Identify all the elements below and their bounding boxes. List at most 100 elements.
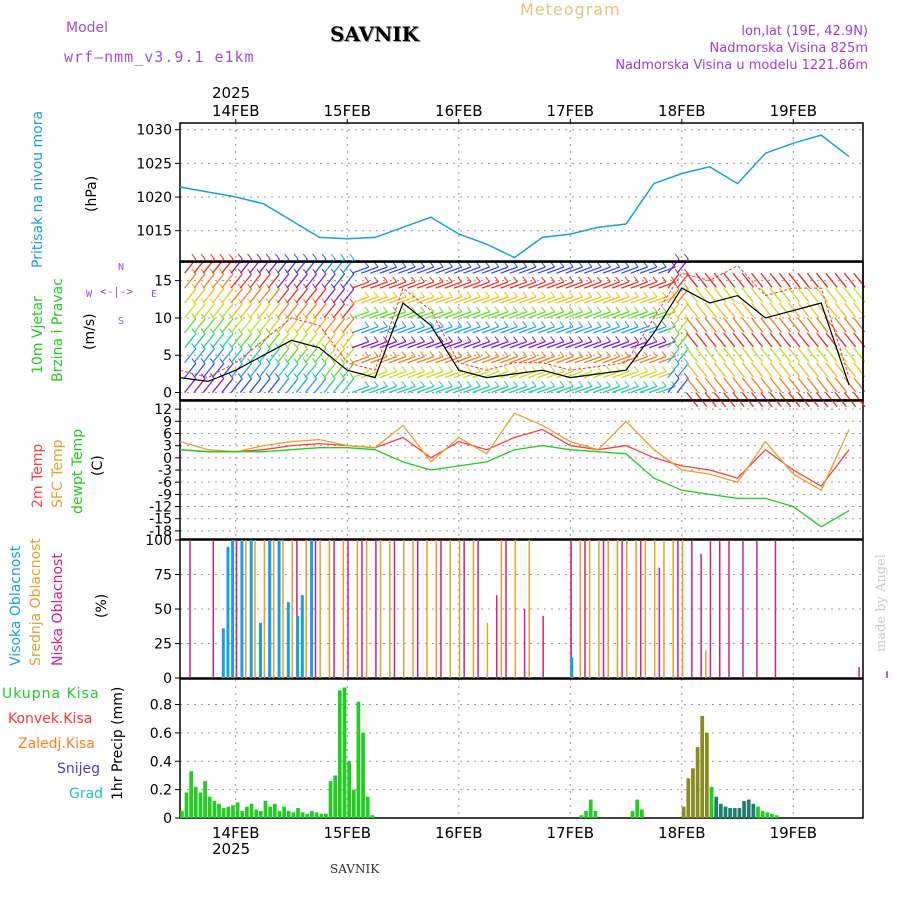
y-tick-label: 6 [163,426,172,442]
wind-barb [295,363,308,379]
wind-barb-flag [401,351,407,357]
wind-barb-flag [615,381,621,387]
wind-barb-flag [475,276,481,283]
wind-barb-flag [568,321,574,328]
wind-barb-flag [550,366,556,372]
y-tick-label: 0 [163,386,172,402]
wind-barb [295,288,308,304]
wind-barb-flag [228,313,234,320]
wind-barb [584,296,602,304]
wind-barb [667,378,680,393]
wind-gust-line [179,265,850,379]
wind-barb [184,363,197,379]
wind-barb-flag [748,386,754,393]
wind-barb-flag [219,328,225,334]
wind-barb-flag [321,298,327,305]
wind-barb-flag [373,336,379,342]
wind-barb-flag [429,261,435,268]
wind-barb [565,311,583,319]
wind-barb-flag [191,328,197,334]
wind-barb-flag [364,381,370,387]
x-label-bottom: 19FEB [770,824,817,842]
wind-barb-flag [200,373,206,379]
wind-barb [556,385,574,394]
wind-barb-flag [302,373,308,379]
wind-barb [249,273,262,289]
wind-barb-flag [429,276,435,283]
wind-barb-flag [587,336,593,342]
wind-barb-flag [228,298,234,305]
wind-barb [584,326,602,334]
wind-barb-flag [494,291,500,298]
wind-barb-flag [860,401,866,407]
wind-barb-flag [776,386,782,393]
cloud-mid-bar [528,540,530,678]
precip-total-bar [221,808,226,818]
wind-barb-flag [448,351,453,357]
wind-barb [370,281,388,289]
wind-barb [202,363,215,379]
wind-barb-flag [652,306,658,313]
wind-barb [398,370,416,379]
wind-barb [398,296,416,304]
wind-barb [518,355,537,364]
cloud-low-bar [189,540,191,678]
wind-barb [388,355,407,364]
y-tick-label: 0.6 [150,726,172,742]
precip-late-bar [756,806,760,818]
wind-barb [546,370,565,379]
wind-barb [630,370,648,379]
precip-total-bar [370,815,375,818]
wind-barb [435,266,453,274]
wind-barb-flag [606,306,611,313]
wind-barb-flag [191,283,197,290]
precip-total-bar [310,810,314,818]
wind-barb-flag [293,358,299,364]
wind-barb [611,266,630,274]
precip-late-bar [635,799,640,818]
wind-barb [193,303,206,319]
wind-barb [267,333,280,349]
wind-barb-flag [475,321,481,328]
wind-barb-flag [302,328,308,334]
model-altitude-info: Nadmorska Visina u modelu 1221.86m [615,58,868,73]
wind-barb-flag [284,298,290,305]
wind-barb-flag [795,386,801,393]
wind-barb [267,318,280,334]
wind-barb-flag [596,366,602,372]
wind-barb [621,370,639,379]
wind-barb [528,296,546,304]
wind-barb [230,348,243,364]
wind-barb [351,296,370,304]
wind-barb-flag [730,311,736,318]
wind-barb-flag [661,306,667,313]
wind-barb-flag [513,381,518,387]
wind-barb-flag [312,253,318,260]
wind-barb [370,311,388,319]
wind-barb-flag [321,358,327,364]
wind-barb-flag [392,351,398,357]
wind-barb [407,385,425,394]
wind-barb-flag [383,321,388,328]
wind-barb-flag [401,306,407,313]
wind-barb-flag [219,253,225,260]
wind-barb-flag [674,343,680,349]
wind-barb-flag [312,313,318,320]
cloud-mid-bar [486,622,489,678]
panel-frame [179,122,864,262]
wind-barb-flag [832,371,838,378]
wind-barb [416,341,435,349]
wind-barb-flag [284,328,290,334]
precip-total-bar [245,806,249,818]
wind-barb [398,266,416,274]
wind-barb [267,303,280,319]
wind-barb [453,385,472,394]
wind-barb-flag [312,283,318,290]
wind-barb [472,296,490,304]
wind-barb [667,333,680,349]
wind-barb-flag [364,291,370,298]
wind-barb [277,288,290,304]
temp-line [179,444,850,528]
wind-barb [416,355,435,364]
wind-barb-flag [364,261,370,268]
